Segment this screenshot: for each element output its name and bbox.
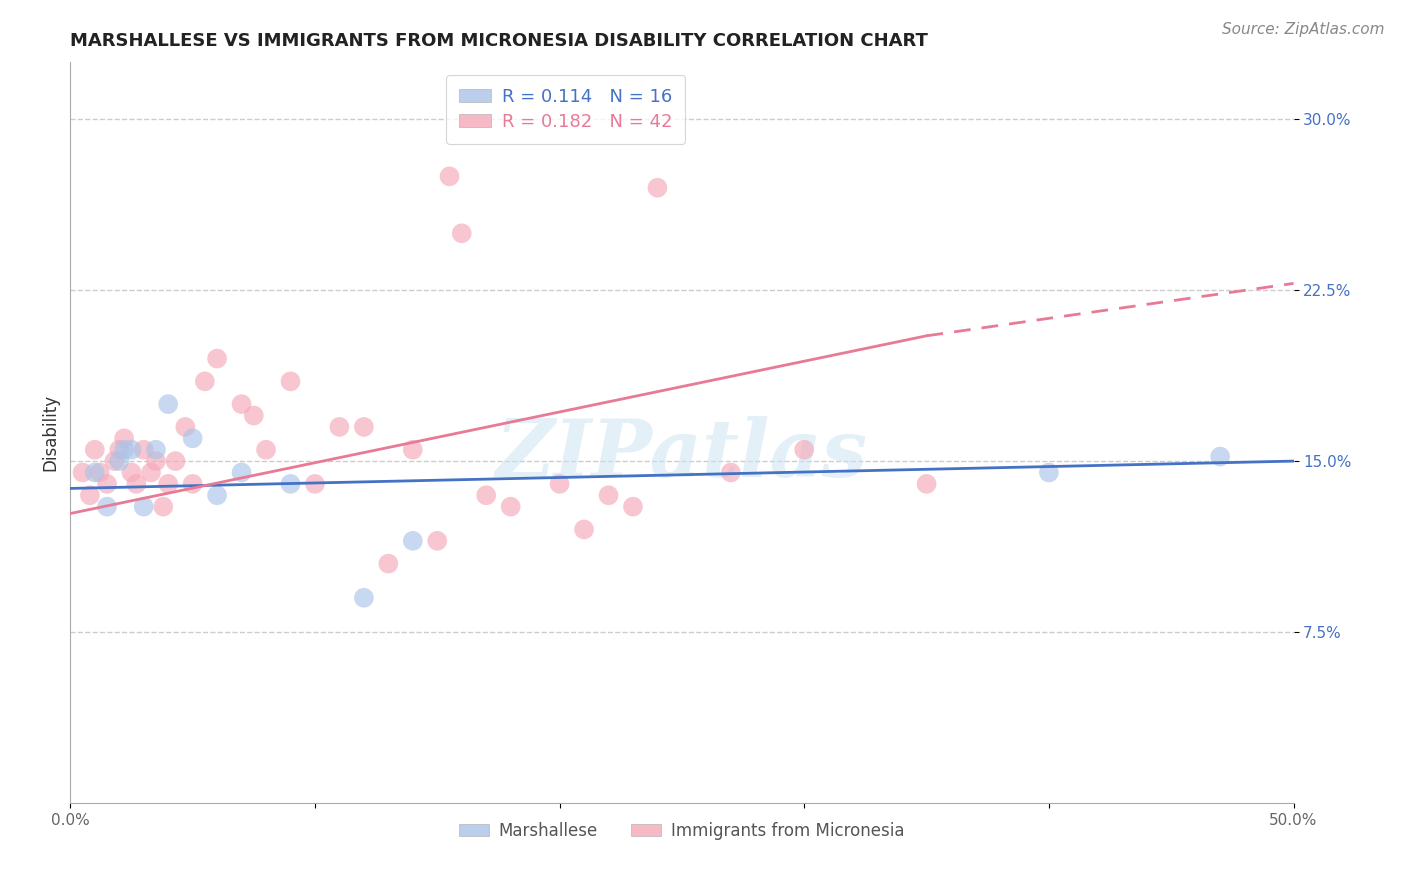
- Point: [152, 500, 174, 514]
- Point: [205, 488, 228, 502]
- Point: [793, 442, 815, 457]
- Point: [402, 442, 425, 457]
- Point: [145, 442, 167, 457]
- Point: [125, 476, 148, 491]
- Text: ZIPatlas: ZIPatlas: [496, 416, 868, 493]
- Point: [181, 476, 204, 491]
- Point: [548, 476, 571, 491]
- Y-axis label: Disability: Disability: [41, 394, 59, 471]
- Point: [377, 557, 399, 571]
- Point: [1209, 450, 1232, 464]
- Point: [139, 466, 162, 480]
- Text: MARSHALLESE VS IMMIGRANTS FROM MICRONESIA DISABILITY CORRELATION CHART: MARSHALLESE VS IMMIGRANTS FROM MICRONESI…: [70, 32, 928, 50]
- Point: [121, 466, 143, 480]
- Point: [254, 442, 277, 457]
- Point: [572, 523, 595, 537]
- Legend: Marshallese, Immigrants from Micronesia: Marshallese, Immigrants from Micronesia: [453, 815, 911, 847]
- Point: [499, 500, 522, 514]
- Point: [194, 375, 217, 389]
- Point: [103, 454, 125, 468]
- Point: [598, 488, 620, 502]
- Point: [83, 466, 105, 480]
- Point: [328, 420, 350, 434]
- Text: Source: ZipAtlas.com: Source: ZipAtlas.com: [1222, 22, 1385, 37]
- Point: [83, 442, 105, 457]
- Point: [108, 454, 131, 468]
- Point: [439, 169, 461, 184]
- Point: [647, 180, 669, 194]
- Point: [145, 454, 167, 468]
- Point: [353, 420, 375, 434]
- Point: [132, 442, 155, 457]
- Point: [243, 409, 266, 423]
- Point: [181, 431, 204, 445]
- Point: [1038, 466, 1060, 480]
- Point: [475, 488, 498, 502]
- Point: [915, 476, 938, 491]
- Point: [426, 533, 449, 548]
- Point: [621, 500, 644, 514]
- Point: [72, 466, 94, 480]
- Point: [231, 466, 253, 480]
- Point: [112, 431, 135, 445]
- Point: [157, 476, 180, 491]
- Point: [402, 533, 425, 548]
- Point: [450, 227, 472, 241]
- Point: [132, 500, 155, 514]
- Point: [157, 397, 180, 411]
- Point: [231, 397, 253, 411]
- Point: [280, 375, 302, 389]
- Point: [174, 420, 197, 434]
- Point: [205, 351, 228, 366]
- Point: [89, 466, 111, 480]
- Point: [96, 500, 118, 514]
- Point: [353, 591, 375, 605]
- Point: [79, 488, 101, 502]
- Point: [112, 442, 135, 457]
- Point: [121, 442, 143, 457]
- Point: [165, 454, 187, 468]
- Point: [96, 476, 118, 491]
- Point: [280, 476, 302, 491]
- Point: [304, 476, 326, 491]
- Point: [720, 466, 742, 480]
- Point: [108, 442, 131, 457]
